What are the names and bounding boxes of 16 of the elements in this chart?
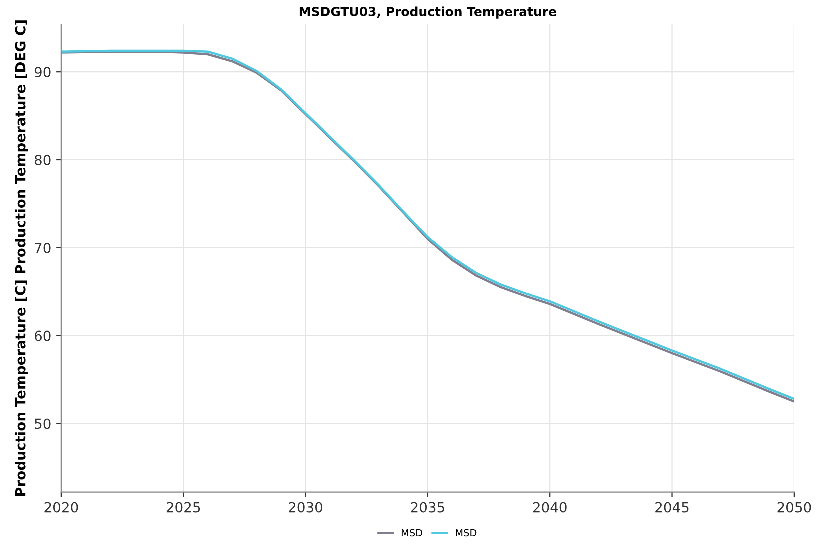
legend-label: MSD bbox=[402, 529, 422, 537]
x-tick-label: 2045 bbox=[656, 502, 689, 513]
x-tick-label: 2035 bbox=[411, 502, 444, 513]
x-tick-label: 2050 bbox=[778, 502, 812, 513]
x-tick-label: 2025 bbox=[166, 502, 200, 513]
y-axis-title: Production Temperature [C] Production Temperature [DEG C] bbox=[15, 20, 28, 496]
y-tick-label: 60 bbox=[35, 330, 51, 342]
y-tick-label: 50 bbox=[35, 418, 51, 430]
y-tick-label: 90 bbox=[34, 67, 51, 78]
chart-title: MSDGTU03, Production Temperature bbox=[300, 6, 556, 19]
x-tick-label: 2020 bbox=[44, 502, 78, 513]
y-tick-label: 80 bbox=[34, 154, 51, 166]
legend-label: MSD bbox=[456, 529, 477, 537]
x-tick-label: 2030 bbox=[289, 502, 323, 513]
x-tick-label: 2040 bbox=[533, 502, 567, 513]
y-tick-label: 70 bbox=[35, 242, 51, 254]
